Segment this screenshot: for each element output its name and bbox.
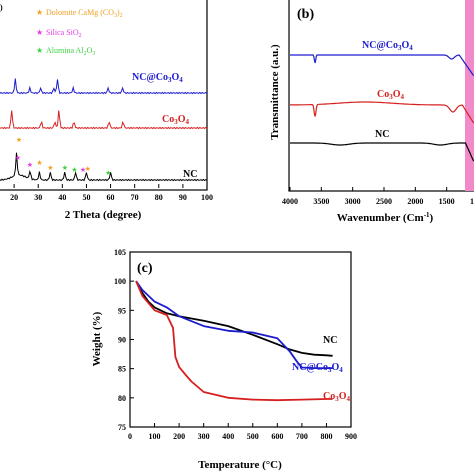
ftir-tick-label: 3000	[345, 197, 361, 206]
xrd-tick-label: 30	[34, 193, 42, 202]
xrd-tick-label: 50	[82, 193, 90, 202]
panel-a: ) ★ Dolomite CaMg (CO3)2 ★ Silica SiO2 ★…	[0, 0, 213, 221]
tga-ytick-label: 90	[118, 336, 126, 345]
panel-c-y-axis: 75 80 85 90 95 100 105	[114, 248, 134, 432]
ftir-line-0	[290, 54, 474, 77]
peak-marker-9: ★	[105, 169, 111, 177]
tga-xtick-label: 600	[271, 432, 283, 441]
panel-b-series	[290, 54, 474, 162]
tga-ytick-label: 100	[114, 277, 126, 286]
panel-b-label: (b)	[297, 7, 314, 22]
ftir-tick-label: 1000	[470, 197, 474, 206]
tga-xtick-label: 0	[128, 432, 132, 441]
panel-c-x-axis: 0 100 200 300 400 500 600 700 800 900	[128, 423, 357, 441]
tga-xtick-label: 500	[247, 432, 259, 441]
panel-b: (b) Transmittance (a.u.) NC@Co3O4 Co3O4 …	[269, 0, 474, 224]
panel-a-peak-markers: ★★★ ★★ ★ ★ ★★ ★	[15, 136, 112, 177]
panel-c-series	[135, 280, 333, 402]
peak-marker-8: ★	[85, 165, 91, 173]
series-label-nc-co3o4: NC@Co3O4	[132, 72, 183, 84]
panel-a-x-axis: 20 30 40 50 60 70 80 90 100	[10, 184, 213, 202]
xrd-line-0	[0, 78, 208, 95]
legend-alumina-label: Alumina Al2O3	[46, 46, 95, 57]
peak-marker-5: ★	[62, 164, 68, 172]
xrd-line-2	[0, 152, 208, 182]
tga-label-co3o4: Co3O4	[323, 391, 351, 403]
xrd-tick-label: 80	[155, 193, 163, 202]
ftir-tick-label: 3500	[313, 197, 329, 206]
xrd-tick-label: 40	[58, 193, 66, 202]
ftir-label-nc-co3o4: NC@Co3O4	[362, 40, 413, 52]
peak-marker-6: ★	[71, 166, 77, 174]
tga-xtick-label: 200	[173, 432, 185, 441]
panel-b-highlight-band	[465, 0, 474, 191]
tga-ytick-label: 95	[118, 306, 126, 315]
tga-xtick-label: 800	[320, 432, 332, 441]
tga-line-0	[135, 280, 333, 357]
panel-a-frame	[0, 0, 208, 191]
legend-alumina-marker: ★	[36, 46, 43, 55]
tga-ytick-label: 75	[118, 423, 126, 432]
tga-ytick-label: 80	[118, 394, 126, 403]
panel-c-ylabel: Weight (%)	[91, 311, 103, 366]
series-label-nc: NC	[183, 169, 197, 180]
panel-a-legend: ★ Dolomite CaMg (CO3)2 ★ Silica SiO2 ★ A…	[36, 8, 123, 57]
panel-a-xlabel: 2 Theta (degree)	[65, 209, 142, 221]
ftir-label-co3o4: Co3O4	[377, 89, 405, 101]
panel-b-ylabel: Transmittance (a.u.)	[269, 44, 281, 140]
xrd-tick-label: 90	[179, 193, 187, 202]
tga-label-nc: NC	[323, 335, 337, 346]
peak-marker-0: ★	[16, 136, 22, 144]
xrd-tick-label: 20	[10, 193, 18, 202]
xrd-line-1	[0, 110, 208, 130]
ftir-tick-label: 1500	[439, 197, 455, 206]
tga-line-1	[135, 280, 333, 369]
tga-xtick-label: 700	[296, 432, 308, 441]
panel-c-xlabel: Temperature (°C)	[198, 459, 282, 471]
panel-a-series	[0, 78, 208, 182]
panel-c-label: (c)	[137, 261, 153, 276]
legend-dolomite-marker: ★	[36, 8, 43, 17]
ftir-tick-label: 2500	[376, 197, 392, 206]
tga-ytick-label: 105	[114, 248, 126, 257]
panel-c: (c) Weight (%) 75 80 85 90 95 100 105 0 100 200 3…	[91, 248, 357, 471]
ftir-line-1	[290, 101, 474, 124]
tga-xtick-label: 100	[149, 432, 161, 441]
panel-a-fragment-label: )	[0, 3, 3, 12]
peak-marker-1: ★	[15, 154, 21, 162]
legend-dolomite-label: Dolomite CaMg (CO3)2	[46, 8, 123, 19]
panel-c-frame	[129, 251, 352, 428]
peak-marker-7: ★	[80, 166, 86, 174]
xrd-tick-label: 70	[131, 193, 139, 202]
tga-xtick-label: 400	[222, 432, 234, 441]
legend-silica-marker: ★	[36, 28, 43, 37]
panel-b-x-axis: 4000 3500 3000 2500 2000 1500 1000	[282, 187, 474, 206]
ftir-tick-label: 2000	[407, 197, 423, 206]
panel-b-xlabel: Wavenumber (Cm-1)	[337, 211, 434, 224]
tga-line-2	[135, 280, 333, 402]
tga-xtick-label: 300	[198, 432, 210, 441]
tga-label-nc-co3o4: NC@Co3O4	[292, 362, 343, 374]
peak-marker-4: ★	[47, 164, 53, 172]
tga-ytick-label: 85	[118, 365, 126, 374]
tga-xtick-label: 900	[345, 432, 357, 441]
peak-marker-3: ★	[36, 159, 42, 167]
xrd-tick-label: 100	[201, 193, 213, 202]
xrd-tick-label: 60	[107, 193, 115, 202]
series-label-co3o4: Co3O4	[162, 114, 190, 126]
ftir-label-nc: NC	[375, 129, 389, 140]
legend-silica-label: Silica SiO2	[46, 28, 82, 39]
peak-marker-2: ★	[27, 161, 33, 169]
ftir-tick-label: 4000	[282, 197, 298, 206]
ftir-line-2	[290, 142, 474, 162]
